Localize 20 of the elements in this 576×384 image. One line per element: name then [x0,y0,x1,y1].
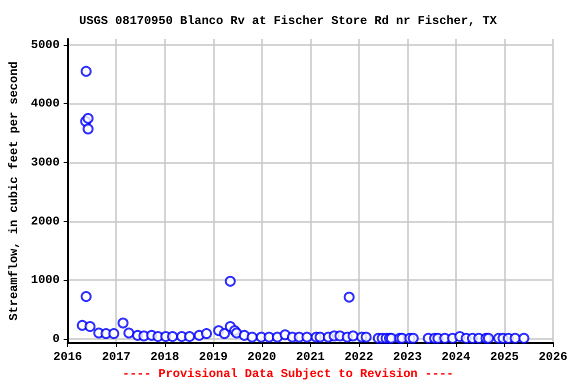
x-tick-label: 2026 [538,350,568,364]
x-tick-label: 2024 [442,350,470,364]
text: ---- Provisional Data Subject to Revision ---- [122,367,454,381]
x-tick-label: 2025 [490,350,519,364]
x-tick-label: 2016 [53,350,82,364]
chart-title: USGS 08170950 Blanco Rv at Fischer Store Rd nr Fischer, TX [79,14,498,28]
x-tick-label: 2018 [150,350,180,364]
y-tick-label: 1000 [30,273,60,288]
x-tick-label: 2023 [393,350,422,364]
y-axis-title: Streamflow, in cubic feet per second [7,61,21,321]
y-tick-label: 5000 [30,38,60,52]
y-tick-label: 2000 [30,214,60,228]
x-tick-label: 2022 [344,350,374,364]
y-tick-label: 3000 [30,155,60,170]
x-tick-label: 2021 [296,350,325,364]
x-tick-label: 2017 [102,350,131,364]
y-tick-label: 0 [52,332,60,346]
x-tick-label: 2020 [247,350,276,364]
y-tick-label: 4000 [30,96,60,111]
x-tick-label: 2019 [198,350,228,364]
